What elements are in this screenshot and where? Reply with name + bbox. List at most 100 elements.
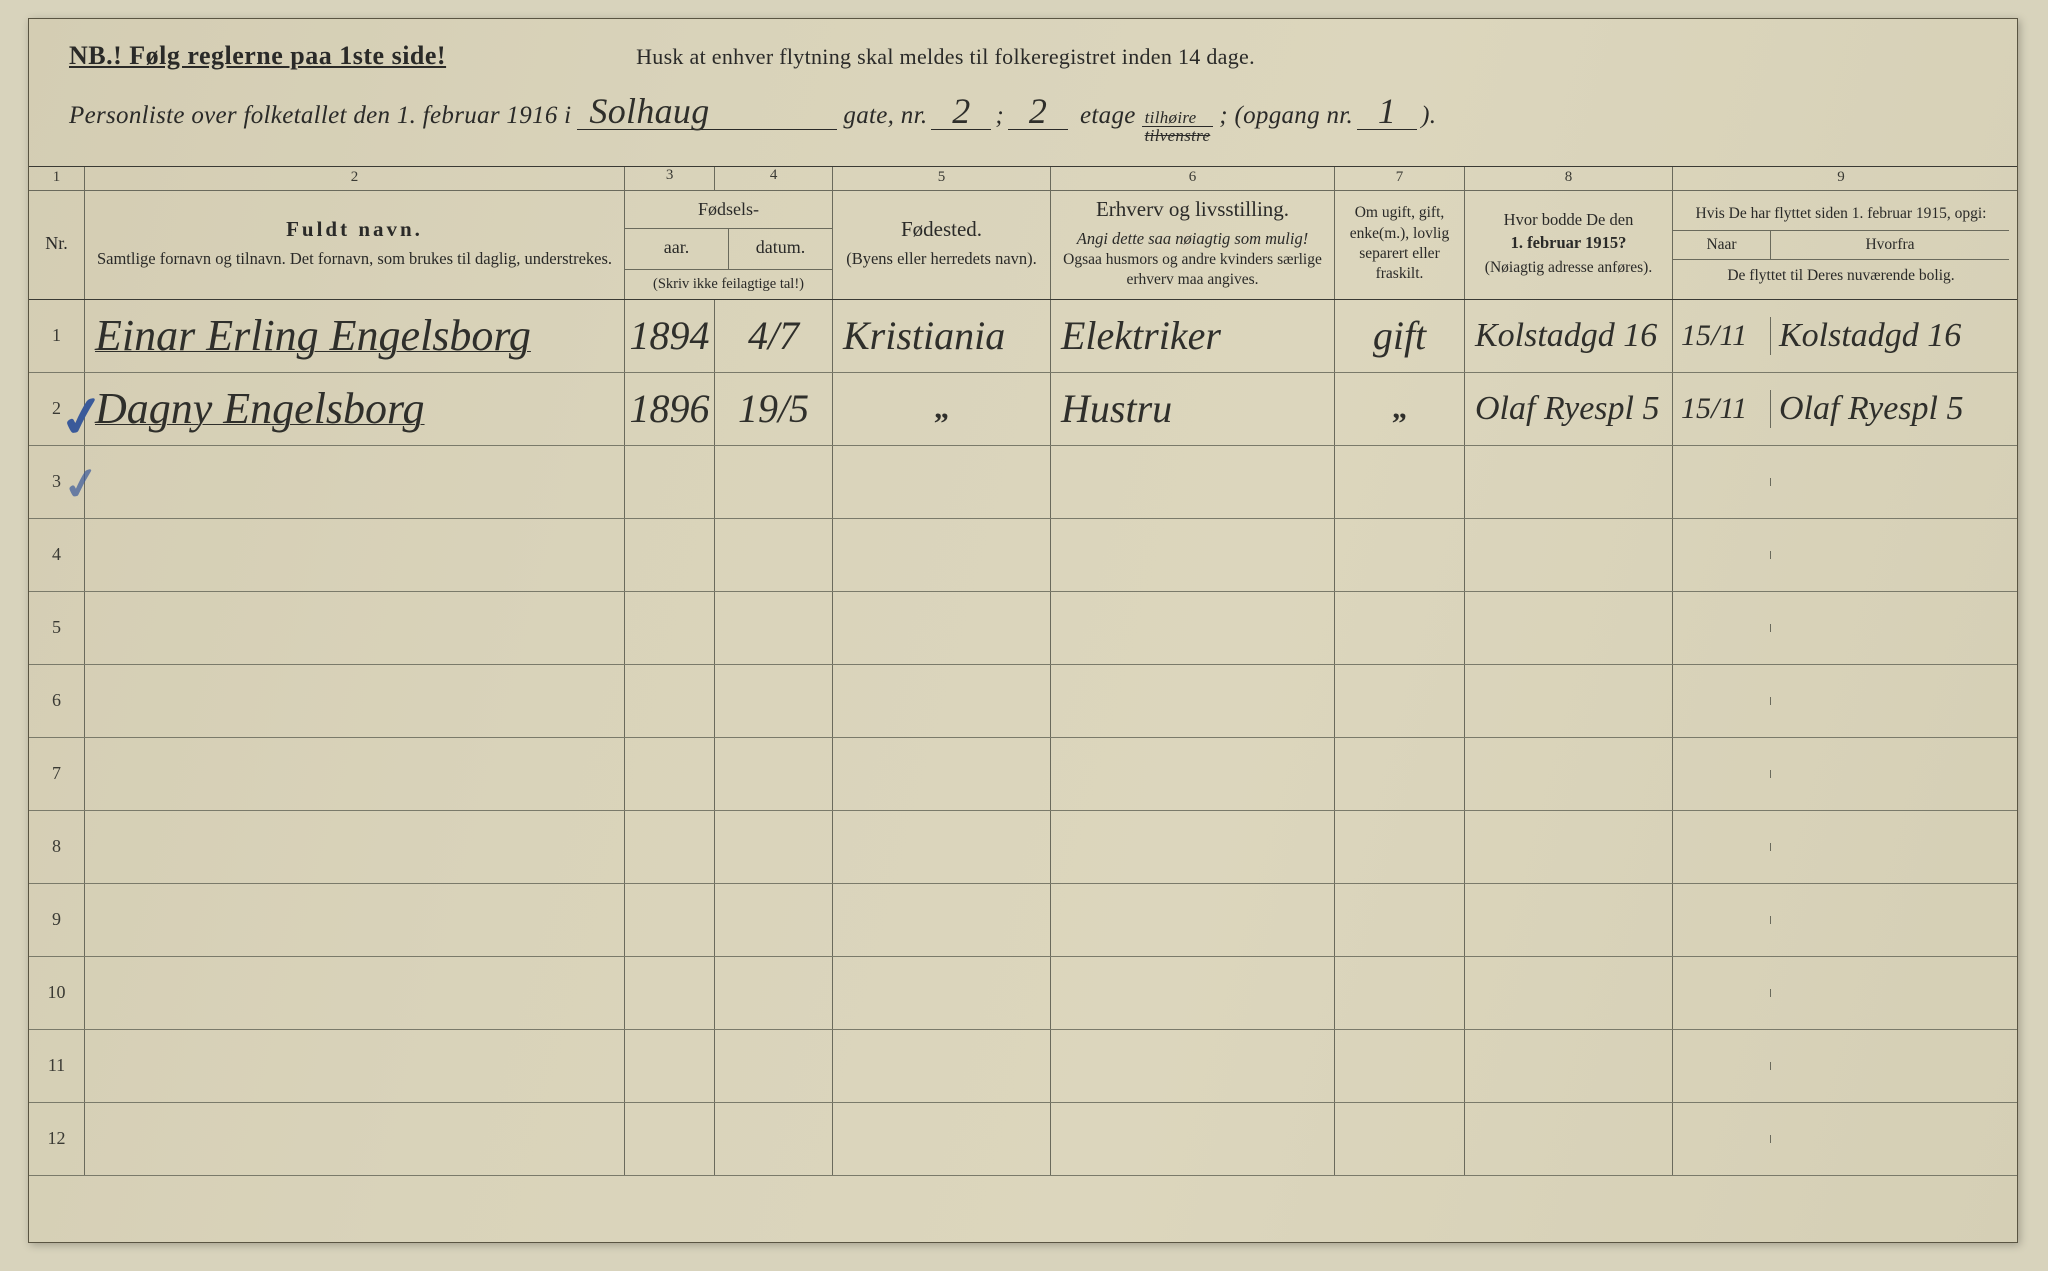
cell-moved-from (1771, 1062, 2009, 1070)
column-number-strip: 1 2 3 4 5 6 7 8 9 (29, 166, 2017, 191)
street-name-field: Solhaug (577, 93, 837, 130)
cell-birthplace (833, 592, 1051, 664)
cell-moved-from (1771, 551, 2009, 559)
th-birth: Fødsels- aar. datum. (Skriv ikke feilagt… (625, 191, 833, 299)
th-occupation: Erhverv og livsstilling. Angi dette saa … (1051, 191, 1335, 299)
table-header: Nr. Fuldt navn. Samtlige fornavn og tiln… (29, 191, 2017, 300)
cell-birth-year (625, 1030, 715, 1102)
cell-birth-date (715, 957, 833, 1029)
cell-marital (1335, 665, 1465, 737)
cell-moved-when (1673, 916, 1771, 924)
cell-occupation (1051, 519, 1335, 591)
tilhoire-label: tilhøire (1142, 109, 1214, 127)
coln-2: 2 (85, 167, 625, 190)
cell-moved-from (1771, 843, 2009, 851)
cell-occupation (1051, 1103, 1335, 1175)
cell-moved-when (1673, 843, 1771, 851)
th-moved-top: Hvis De har flyttet siden 1. februar 191… (1673, 198, 2009, 231)
table-row: 6 (29, 665, 2017, 738)
th-birth-year: aar. (625, 229, 729, 269)
cell-birth-date (715, 665, 833, 737)
cell-moved-from (1771, 989, 2009, 997)
cell-name (85, 957, 625, 1029)
cell-prev-address (1465, 592, 1673, 664)
cell-moved-when (1673, 624, 1771, 632)
cell-moved-from (1771, 478, 2009, 486)
table-row: 4 (29, 519, 2017, 592)
table-row: 3 (29, 446, 2017, 519)
cell-birth-year (625, 957, 715, 1029)
cell-prev-address (1465, 519, 1673, 591)
census-form-page: NB.! Følg reglerne paa 1ste side! Husk a… (28, 18, 2018, 1243)
coln-9: 9 (1673, 167, 2009, 190)
cell-birth-year (625, 811, 715, 883)
cell-prev-address (1465, 1103, 1673, 1175)
etage-label: etage (1080, 102, 1136, 130)
cell-occupation (1051, 738, 1335, 810)
gate-label: gate, nr. (843, 102, 927, 130)
cell-marital (1335, 1030, 1465, 1102)
table-row: 5 (29, 592, 2017, 665)
cell-birth-year (625, 446, 715, 518)
cell-birthplace: Kristiania (833, 300, 1051, 372)
table-row: 7 (29, 738, 2017, 811)
cell-birthplace (833, 738, 1051, 810)
cell-name (85, 1103, 625, 1175)
cell-prev-address (1465, 665, 1673, 737)
cell-occupation: Elektriker (1051, 300, 1335, 372)
cell-moved-when: 15/11 (1673, 317, 1771, 355)
cell-moved (1673, 519, 2009, 591)
cell-birth-date (715, 738, 833, 810)
cell-birth-date: 4/7 (715, 300, 833, 372)
cell-birth-date: 19/5 (715, 373, 833, 445)
row-number: 1 (29, 300, 85, 372)
cell-birth-year (625, 665, 715, 737)
cell-occupation (1051, 1030, 1335, 1102)
floor-number-field: 2 (1008, 93, 1068, 130)
cell-occupation (1051, 592, 1335, 664)
cell-moved-from (1771, 916, 2009, 924)
check-icon: ✓ (55, 382, 111, 453)
th-nr: Nr. (29, 191, 85, 299)
cell-birthplace: „ (833, 373, 1051, 445)
cell-birth-date (715, 1030, 833, 1102)
cell-moved-when (1673, 1062, 1771, 1070)
cell-moved-when: 15/11 (1673, 390, 1771, 428)
row-number: 11 (29, 1030, 85, 1102)
coln-5: 5 (833, 167, 1051, 190)
cell-name (85, 738, 625, 810)
row-number: 8 (29, 811, 85, 883)
cell-birth-year (625, 738, 715, 810)
th-birth-note: (Skriv ikke feilagtige tal!) (625, 269, 832, 299)
cell-name (85, 665, 625, 737)
header-row-2: Personliste over folketallet den 1. febr… (69, 93, 1977, 144)
coln-34: 3 4 (625, 167, 833, 190)
th-prev-address: Hvor bodde De den1. februar 1915? (Nøiag… (1465, 191, 1673, 299)
cell-name (85, 519, 625, 591)
cell-birthplace (833, 884, 1051, 956)
cell-birthplace (833, 1030, 1051, 1102)
cell-moved (1673, 665, 2009, 737)
cell-moved: 15/11Olaf Ryespl 5 (1673, 373, 2009, 445)
cell-moved (1673, 957, 2009, 1029)
cell-moved (1673, 446, 2009, 518)
th-moved-when: Naar (1673, 231, 1771, 259)
opgang-number-field: 1 (1357, 93, 1417, 130)
cell-marital (1335, 811, 1465, 883)
cell-prev-address (1465, 446, 1673, 518)
cell-name (85, 884, 625, 956)
table-row: 11 (29, 1030, 2017, 1103)
cell-moved (1673, 811, 2009, 883)
cell-moved: 15/11Kolstadgd 16 (1673, 300, 2009, 372)
cell-birth-date (715, 1103, 833, 1175)
cell-moved-from (1771, 770, 2009, 778)
cell-birth-date (715, 519, 833, 591)
th-moved-bottom: De flyttet til Deres nuværende bolig. (1673, 260, 2009, 292)
cell-moved-when (1673, 478, 1771, 486)
check-icon: ✓ (60, 457, 104, 513)
cell-birth-date (715, 811, 833, 883)
cell-moved-from: Kolstadgd 16 (1771, 315, 2009, 357)
cell-prev-address: Kolstadgd 16 (1465, 300, 1673, 372)
cell-moved-when (1673, 770, 1771, 778)
cell-marital: „ (1335, 373, 1465, 445)
